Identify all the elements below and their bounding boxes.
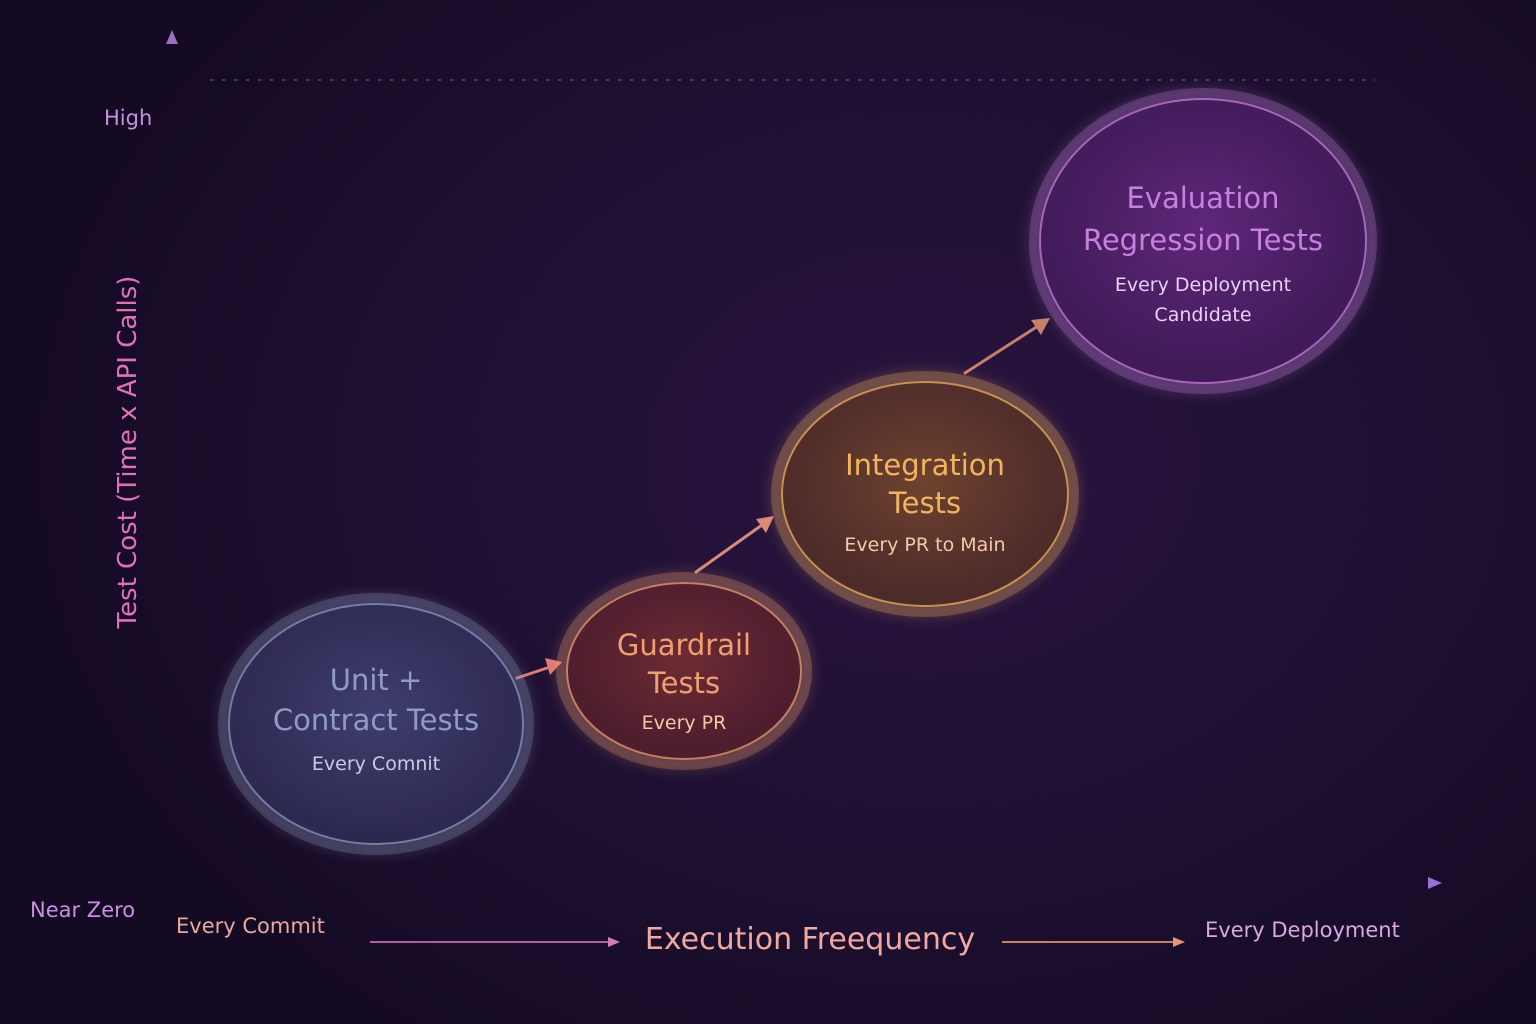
stage-bubble-halo (556, 572, 812, 770)
stage-subtitle-line: Every Deployment (1115, 274, 1291, 296)
stage-bubble-shape (781, 381, 1069, 607)
x-end-label: Every Deployment (1205, 918, 1400, 942)
stage-title-line: Tests (647, 666, 720, 700)
connector-arrowhead-3 (1031, 318, 1050, 335)
stage-bubble-3: Integration Tests Every PR to Main (771, 371, 1079, 617)
stage-bubble-2: Guardrail Tests Every PR (556, 572, 812, 770)
x-title-right-arrowhead (1173, 937, 1185, 947)
connector-arrowhead-2 (756, 516, 774, 533)
stage-title-line: Integration (845, 448, 1005, 482)
stage-bubble-1: Unit + Contract Tests Every Comnit (218, 593, 534, 855)
stage-title-line: Unit + (330, 663, 423, 697)
stage-subtitle-line: Candidate (1154, 304, 1251, 326)
stage-title-line: Contract Tests (273, 703, 479, 737)
stage-bubble-halo (218, 593, 534, 855)
connector-arrow-2 (694, 523, 764, 574)
stage-bubble-shape (566, 582, 802, 760)
stage-bubble-4: Evaluation Regression Tests Every Deployme… (1029, 88, 1377, 394)
x-axis-arrowhead (1428, 877, 1442, 889)
stage-bubble-halo (1029, 88, 1377, 394)
y-low-label: Near Zero (30, 898, 135, 922)
stage-subtitle-line: Every Comnit (312, 753, 440, 775)
y-axis-title: Test Cost (Time x API Calls) (113, 276, 143, 630)
stage-subtitle-line: Every PR to Main (844, 534, 1005, 556)
stage-title-line: Evaluation (1126, 181, 1279, 215)
stage-title-line: Regression Tests (1083, 223, 1323, 257)
x-title-left-arrowhead (608, 937, 620, 947)
y-high-label: High (104, 106, 152, 130)
x-axis-title: Execution Freequency (645, 922, 975, 957)
y-axis-arrowhead (166, 30, 178, 44)
x-start-label: Every Commit (176, 914, 325, 938)
stage-title-line: Tests (888, 486, 961, 520)
stage-bubble-shape (228, 603, 524, 845)
stage-subtitle-line: Every PR (642, 712, 727, 734)
stage-bubble-halo (771, 371, 1079, 617)
stage-bubble-shape (1039, 98, 1367, 384)
stage-title-line: Guardrail (617, 628, 751, 662)
connector-arrow-3 (963, 324, 1040, 375)
stage-bubbles: Unit + Contract Tests Every Comnit Guardrai… (218, 88, 1377, 855)
